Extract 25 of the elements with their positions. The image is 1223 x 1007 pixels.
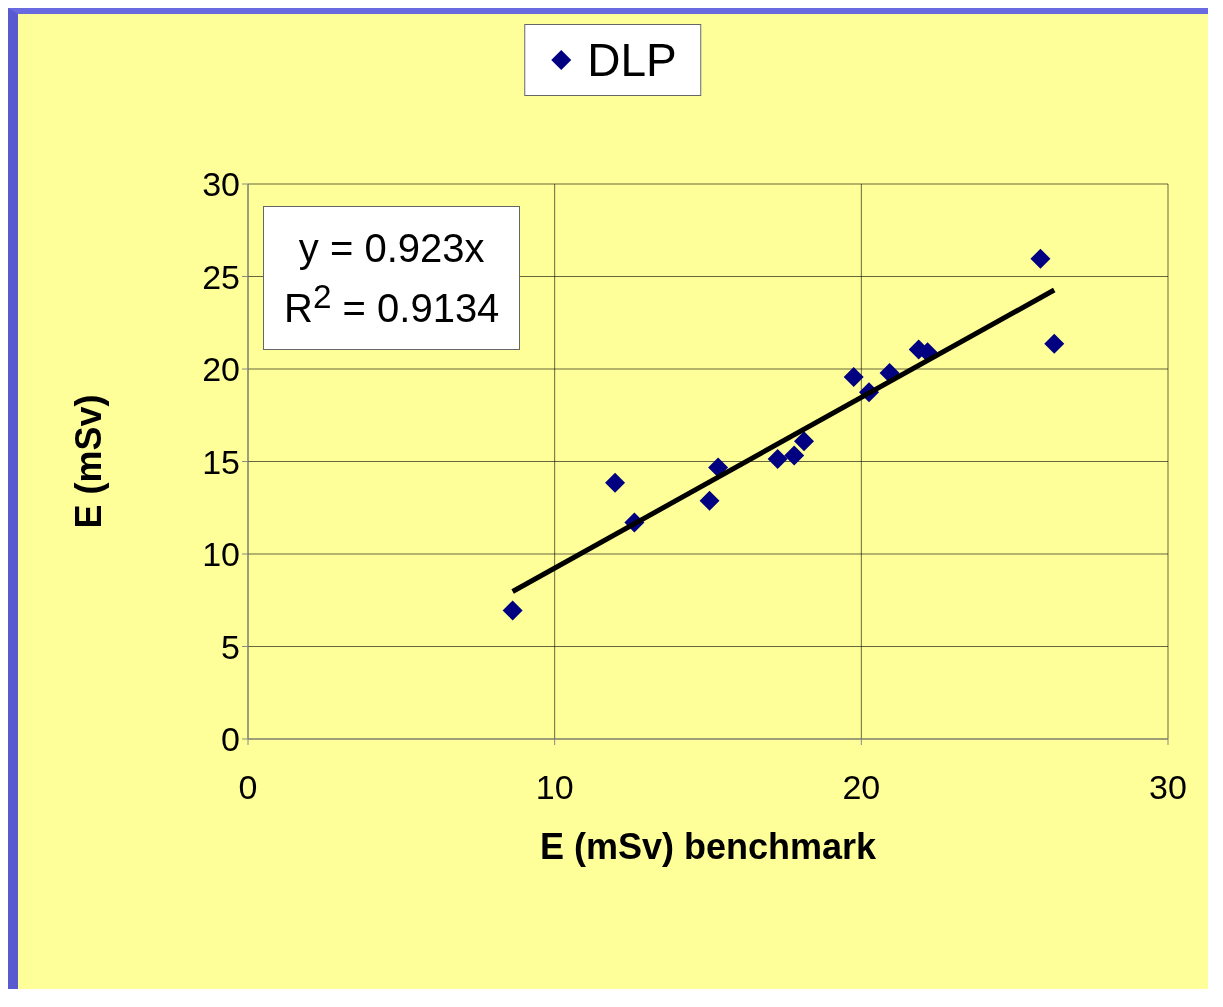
point	[784, 445, 805, 466]
y-tick-label: 15	[202, 442, 240, 481]
y-tick-label: 0	[221, 720, 240, 759]
point	[1030, 248, 1051, 269]
point	[699, 490, 720, 511]
annotation: R$^{2}$ = 0.9134	[284, 277, 500, 333]
y-tick-label: 30	[202, 165, 240, 204]
point	[502, 600, 523, 621]
y-tick-label: 5	[221, 627, 240, 666]
x-tick-label: 30	[1149, 768, 1187, 807]
y-tick-label: 20	[202, 350, 240, 389]
point	[708, 457, 729, 478]
x-tick-label: 10	[535, 768, 574, 807]
y-tick-label: 10	[202, 535, 240, 574]
x-axis-title: E (mSv) benchmark	[539, 826, 878, 867]
y-axis-title: E (mSv)	[67, 394, 109, 529]
point	[767, 449, 788, 470]
point	[605, 472, 626, 493]
point	[843, 366, 864, 387]
y-tick-label: 25	[202, 257, 240, 296]
point	[793, 431, 814, 452]
point	[1044, 333, 1065, 354]
annotation: y = 0.923x	[297, 225, 486, 272]
x-tick-label: 20	[842, 768, 881, 807]
legend-label: DLP	[587, 33, 677, 87]
